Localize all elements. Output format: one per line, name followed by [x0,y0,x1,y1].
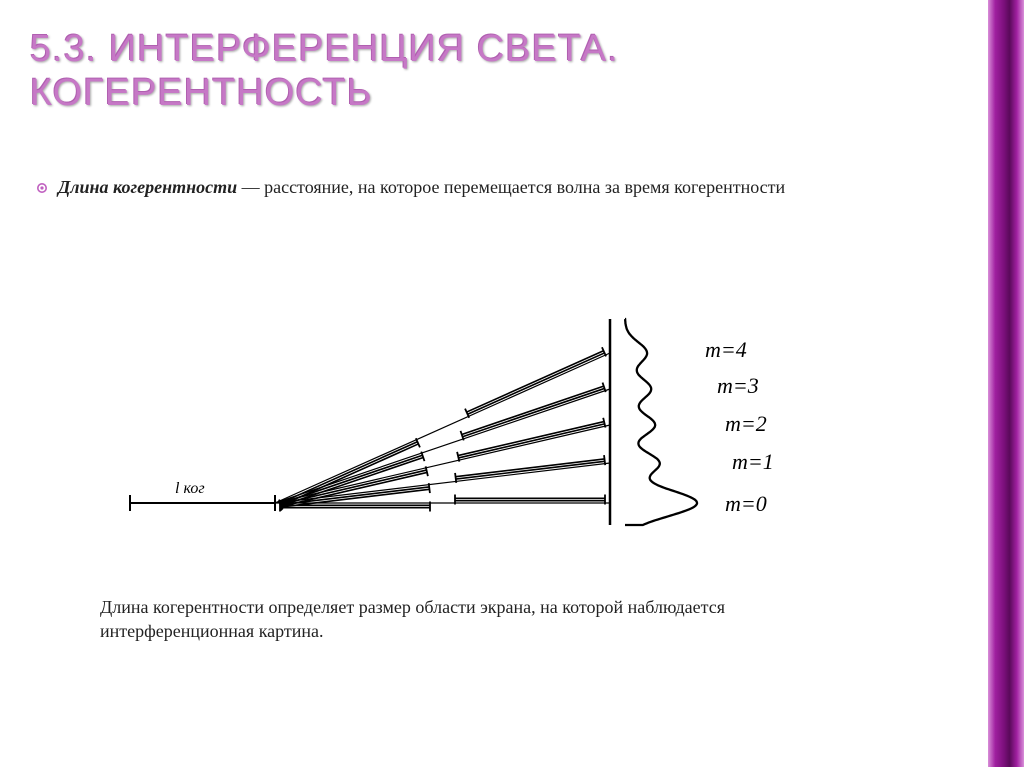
slide: 5.3. ИНТЕРФЕРЕНЦИЯ СВЕТА. КОГЕРЕНТНОСТЬ … [0,0,1024,767]
content-block: Длина когерентности — расстояние, на кот… [36,175,936,199]
slide-title: 5.3. ИНТЕРФЕРЕНЦИЯ СВЕТА. КОГЕРЕНТНОСТЬ [30,28,619,115]
bullet-icon [36,181,48,199]
title-line-2: КОГЕРЕНТНОСТЬ [30,72,619,116]
definition-rest: — расстояние, на которое перемещается во… [237,177,785,197]
svg-text:m=0: m=0 [725,491,767,516]
bullet-row: Длина когерентности — расстояние, на кот… [36,175,936,199]
svg-text:m=4: m=4 [705,337,747,362]
definition-term: Длина когерентности [58,177,237,197]
caption-text: Длина когерентности определяет размер об… [100,595,860,644]
accent-bar [988,0,1024,767]
svg-text:m=3: m=3 [717,373,759,398]
svg-text:m=2: m=2 [725,411,767,436]
svg-text:l ког: l ког [175,480,205,497]
coherence-diagram: l ког m=0 m=1 m=2 m=3 m=4 [120,285,820,545]
definition-text: Длина когерентности — расстояние, на кот… [58,175,785,199]
svg-text:m=1: m=1 [732,449,774,474]
title-line-1: 5.3. ИНТЕРФЕРЕНЦИЯ СВЕТА. [30,28,619,72]
